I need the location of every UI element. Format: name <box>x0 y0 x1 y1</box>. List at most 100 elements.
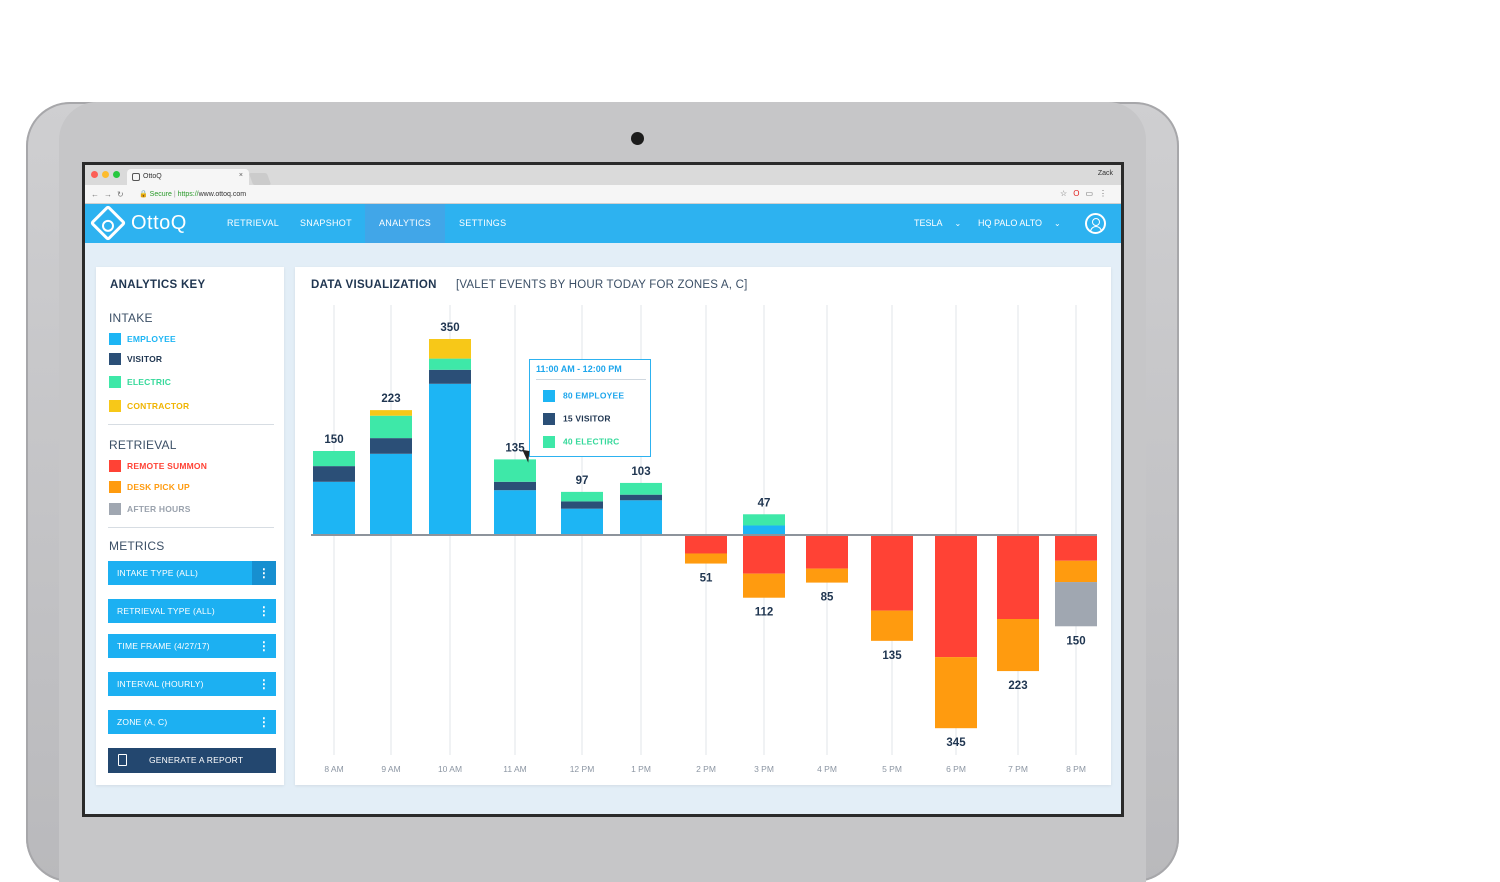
metric-retrieval-type[interactable]: RETRIEVAL TYPE (ALL) ⋮ <box>108 599 276 623</box>
bar-segment-desk-pick-up[interactable] <box>935 657 977 729</box>
document-icon <box>118 754 127 766</box>
key-remote-summon[interactable]: REMOTE SUMMON <box>109 460 207 472</box>
webcam <box>631 132 644 145</box>
logo-mark-icon <box>89 204 127 242</box>
data-label: 51 <box>700 573 713 585</box>
data-label: 135 <box>882 650 902 662</box>
bar-segment-electric[interactable] <box>494 459 536 482</box>
chevron-down-icon: ⌄ <box>954 219 962 228</box>
tab-favicon-icon <box>132 173 140 181</box>
bar-segment-employee[interactable] <box>620 500 662 535</box>
bar-segment-contractor[interactable] <box>370 410 412 416</box>
bar-segment-remote-summon[interactable] <box>1055 535 1097 561</box>
x-tick-label: 3 PM <box>754 764 774 774</box>
bar-segment-electric[interactable] <box>620 482 662 495</box>
nav-settings[interactable]: SETTINGS <box>459 218 507 228</box>
bar-segment-visitor[interactable] <box>561 501 603 509</box>
reload-icon[interactable]: ↻ <box>117 190 129 199</box>
intake-section-label: INTAKE <box>109 311 153 325</box>
more-options-icon[interactable]: ⋮ <box>257 639 271 653</box>
menu-kebab-icon[interactable]: ⋮ <box>1099 189 1113 198</box>
nav-analytics[interactable]: ANALYTICS <box>365 204 446 243</box>
key-contractor[interactable]: CONTRACTOR <box>109 400 189 412</box>
metric-intake-type[interactable]: INTAKE TYPE (ALL) ⋮ <box>108 561 276 585</box>
bar-segment-visitor[interactable] <box>494 481 536 491</box>
forward-icon[interactable]: → <box>104 190 117 199</box>
ottoq-logo[interactable]: OttoQ <box>89 204 187 242</box>
minimize-window-button[interactable] <box>102 171 109 178</box>
key-desk-pick-up[interactable]: DESK PICK UP <box>109 481 190 493</box>
new-tab-button[interactable] <box>248 173 272 185</box>
bar-segment-remote-summon[interactable] <box>997 535 1039 619</box>
bar-segment-employee[interactable] <box>313 481 355 535</box>
electric-swatch <box>109 376 121 388</box>
bar-segment-desk-pick-up[interactable] <box>871 610 913 641</box>
close-window-button[interactable] <box>91 171 98 178</box>
browser-toolbar-icons: ☆O▭⋮ <box>1060 189 1113 198</box>
bar-segment-electric[interactable] <box>429 358 471 370</box>
bar-segment-remote-summon[interactable] <box>743 535 785 574</box>
bar-segment-electric[interactable] <box>743 514 785 526</box>
bar-segment-visitor[interactable] <box>429 369 471 384</box>
key-after-hours[interactable]: AFTER HOURS <box>109 503 191 515</box>
bar-segment-visitor[interactable] <box>370 438 412 454</box>
bar-segment-employee[interactable] <box>429 383 471 535</box>
data-label: 85 <box>821 592 834 604</box>
visitor-swatch <box>543 413 555 425</box>
metric-interval[interactable]: INTERVAL (HOURLY) ⋮ <box>108 672 276 696</box>
bar-segment-employee[interactable] <box>561 508 603 535</box>
metric-label: RETRIEVAL TYPE (ALL) <box>117 606 215 616</box>
nav-snapshot[interactable]: SNAPSHOT <box>300 218 352 228</box>
bar-segment-electric[interactable] <box>313 451 355 467</box>
bar-segment-desk-pick-up[interactable] <box>1055 560 1097 583</box>
bar-segment-electric[interactable] <box>561 491 603 502</box>
more-options-icon[interactable]: ⋮ <box>257 715 271 729</box>
more-options-icon[interactable]: ⋮ <box>252 561 276 585</box>
bar-segment-remote-summon[interactable] <box>806 535 848 569</box>
user-account-icon[interactable] <box>1085 213 1106 234</box>
nav-retrieval[interactable]: RETRIEVAL <box>227 218 280 228</box>
browser-tab-bar: OttoQ × Zack <box>85 165 1121 185</box>
x-tick-label: 6 PM <box>946 764 966 774</box>
laptop-screen: OttoQ × Zack ←→↻ 🔒 Secure | https://www.… <box>82 162 1124 817</box>
cast-icon[interactable]: ▭ <box>1085 189 1099 198</box>
bar-segment-visitor[interactable] <box>313 466 355 482</box>
location-selector[interactable]: HQ PALO ALTO ⌄ <box>978 204 1061 243</box>
back-icon[interactable]: ← <box>91 190 104 199</box>
browser-tab[interactable]: OttoQ × <box>127 169 249 185</box>
bar-segment-remote-summon[interactable] <box>871 535 913 611</box>
key-visitor[interactable]: VISITOR <box>109 353 162 365</box>
bar-segment-desk-pick-up[interactable] <box>806 568 848 583</box>
chart-tooltip: 11:00 AM - 12:00 PM 80 EMPLOYEE 15 VISIT… <box>529 359 651 457</box>
metric-time-frame[interactable]: TIME FRAME (4/27/17) ⋮ <box>108 634 276 658</box>
generate-report-button[interactable]: GENERATE A REPORT <box>108 748 276 773</box>
maximize-window-button[interactable] <box>113 171 120 178</box>
bar-segment-employee[interactable] <box>370 453 412 535</box>
bookmark-star-icon[interactable]: ☆ <box>1060 189 1074 198</box>
more-options-icon[interactable]: ⋮ <box>257 677 271 691</box>
company-selector[interactable]: TESLA ⌄ <box>914 204 961 243</box>
bar-segment-contractor[interactable] <box>429 339 471 359</box>
app-navbar: OttoQ RETRIEVAL SNAPSHOT ANALYTICS SETTI… <box>85 204 1121 243</box>
bar-segment-after-hours[interactable] <box>1055 582 1097 627</box>
bar-segment-employee[interactable] <box>743 525 785 535</box>
opera-icon[interactable]: O <box>1073 189 1086 198</box>
browser-profile-name[interactable]: Zack <box>1097 170 1113 177</box>
metric-zone[interactable]: ZONE (A, C) ⋮ <box>108 710 276 734</box>
tab-close-icon[interactable]: × <box>238 172 243 179</box>
url-field[interactable]: 🔒 Secure | https://www.ottoq.com <box>139 190 246 198</box>
key-electric[interactable]: ELECTRIC <box>109 376 171 388</box>
bar-segment-desk-pick-up[interactable] <box>997 619 1039 672</box>
bar-segment-desk-pick-up[interactable] <box>685 553 727 564</box>
tooltip-header: 11:00 AM - 12:00 PM <box>536 364 622 374</box>
bar-segment-electric[interactable] <box>370 415 412 439</box>
bar-segment-employee[interactable] <box>494 490 536 535</box>
bar-segment-remote-summon[interactable] <box>935 535 977 658</box>
bar-segment-remote-summon[interactable] <box>685 535 727 554</box>
panel-title: DATA VISUALIZATION <box>311 279 437 291</box>
bar-segment-desk-pick-up[interactable] <box>743 573 785 598</box>
more-options-icon[interactable]: ⋮ <box>257 604 271 618</box>
bar-segment-visitor[interactable] <box>620 494 662 501</box>
key-employee[interactable]: EMPLOYEE <box>109 333 176 345</box>
x-tick-label: 9 AM <box>381 764 400 774</box>
